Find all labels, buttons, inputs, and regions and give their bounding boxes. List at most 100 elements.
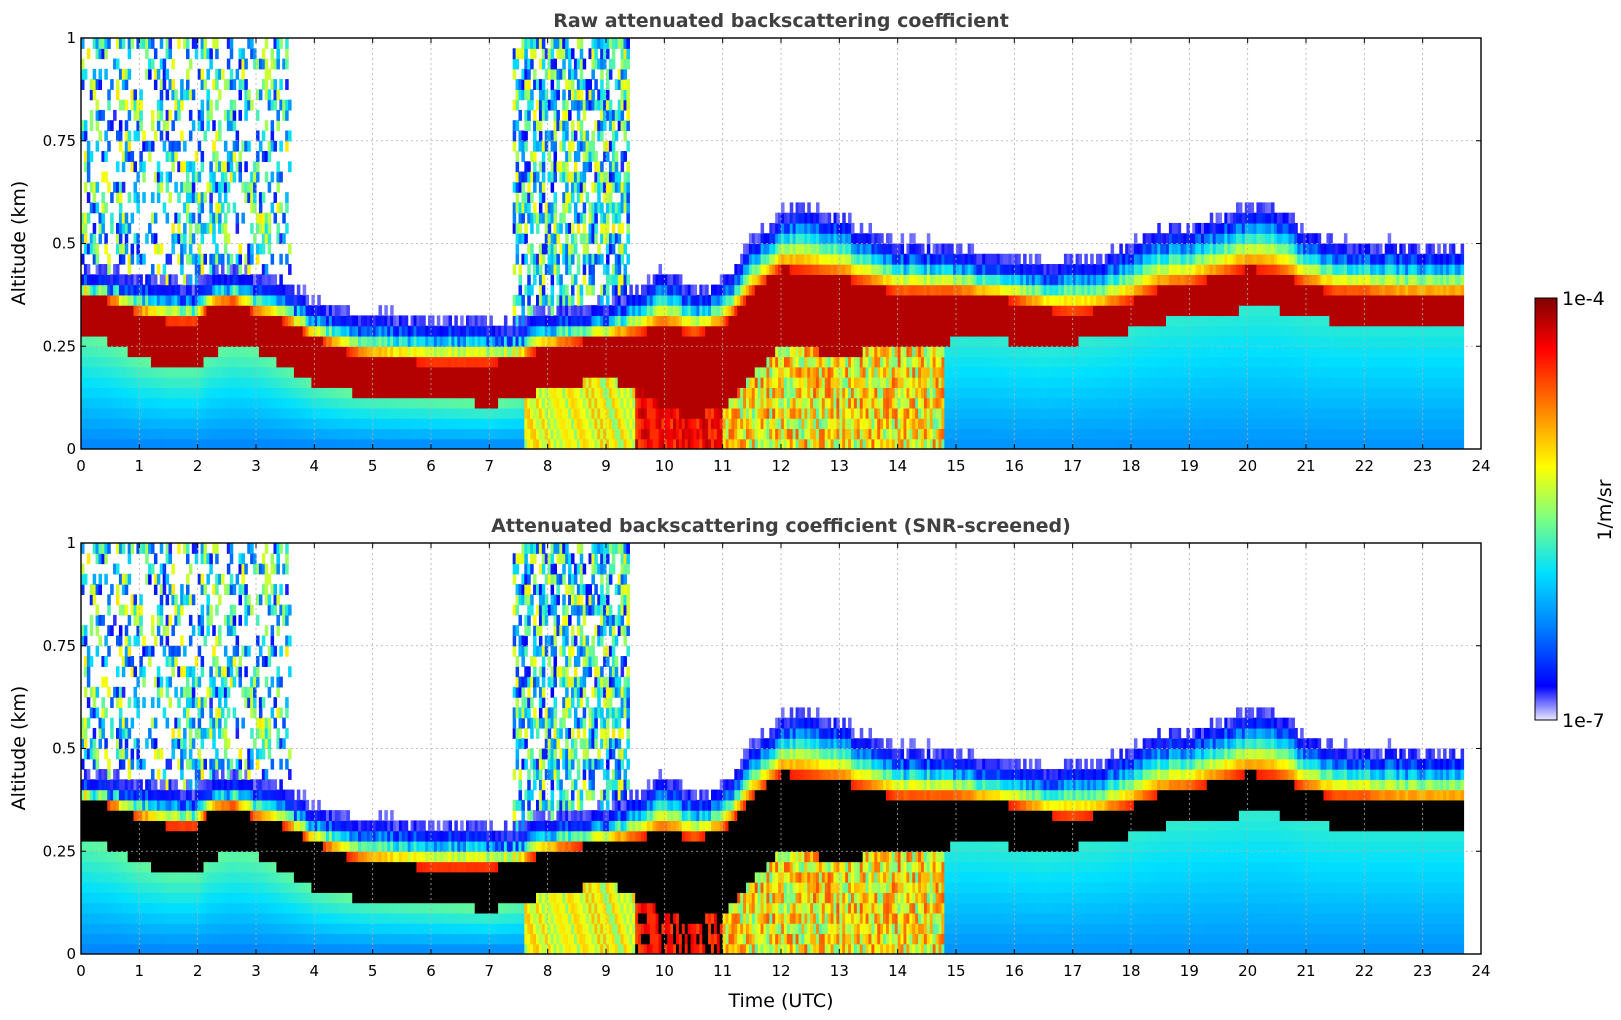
backscatter-cell — [740, 377, 744, 388]
backscatter-cell — [524, 222, 528, 234]
backscatter-cell — [180, 130, 184, 142]
backscatter-cell — [536, 264, 540, 275]
backscatter-cell — [486, 407, 490, 419]
backscatter-cell — [209, 377, 213, 388]
backscatter-cell — [264, 38, 269, 49]
backscatter-cell — [191, 315, 196, 327]
backscatter-cell — [658, 377, 663, 388]
backscatter-cell — [573, 161, 578, 173]
backscatter-cell — [369, 387, 374, 399]
backscatter-cell — [101, 366, 105, 378]
backscatter-cell — [629, 356, 633, 368]
backscatter-cell — [308, 325, 313, 337]
backscatter-cell — [571, 233, 575, 245]
backscatter-cell — [331, 366, 336, 378]
backscatter-cell — [188, 387, 193, 399]
backscatter-cell — [191, 171, 196, 183]
backscatter-cell — [116, 130, 120, 142]
backscatter-cell — [708, 325, 712, 337]
backscatter-cell — [614, 438, 619, 449]
backscatter-cell — [687, 315, 692, 327]
backscatter-cell — [133, 346, 138, 358]
backscatter-cell — [538, 325, 543, 337]
backscatter-cell — [582, 407, 587, 419]
backscatter-cell — [693, 335, 698, 347]
backscatter-cell — [256, 366, 260, 378]
backscatter-cell — [288, 366, 292, 378]
backscatter-cell — [323, 377, 327, 388]
backscatter-cell — [681, 397, 686, 409]
backscatter-cell — [661, 284, 665, 296]
backscatter-cell — [81, 397, 85, 409]
backscatter-cell — [296, 428, 301, 440]
backscatter-cell — [687, 428, 692, 440]
backscatter-cell — [468, 356, 473, 368]
backscatter-cell — [218, 274, 222, 286]
backscatter-cell — [191, 428, 196, 440]
backscatter-cell — [442, 377, 447, 388]
backscatter-cell — [603, 356, 607, 368]
backscatter-cell — [130, 212, 135, 224]
backscatter-cell — [401, 387, 406, 399]
backscatter-cell — [582, 387, 587, 399]
backscatter-cell — [748, 294, 753, 306]
backscatter-cell — [617, 120, 622, 132]
backscatter-cell — [538, 428, 543, 440]
backscatter-cell — [719, 387, 724, 399]
backscatter-cell — [86, 335, 91, 347]
backscatter-cell — [270, 418, 275, 430]
backscatter-cell — [641, 387, 645, 399]
backscatter-cell — [81, 274, 85, 286]
backscatter-cell — [124, 120, 129, 132]
backscatter-cell — [728, 438, 733, 449]
backscatter-cell — [118, 356, 123, 368]
backscatter-cell — [579, 438, 584, 449]
backscatter-cell — [151, 284, 155, 296]
backscatter-cell — [180, 346, 184, 358]
backscatter-cell — [425, 377, 429, 388]
backscatter-cell — [731, 325, 735, 337]
backscatter-cell — [81, 294, 85, 306]
backscatter-cell — [218, 68, 222, 80]
backscatter-cell — [168, 48, 173, 60]
backscatter-cell — [253, 407, 257, 419]
backscatter-cell — [667, 325, 671, 337]
backscatter-cell — [419, 397, 423, 409]
backscatter-cell — [617, 387, 622, 399]
backscatter-cell — [582, 171, 587, 183]
backscatter-cell — [86, 243, 91, 255]
backscatter-cell — [483, 377, 488, 388]
backscatter-cell — [331, 397, 336, 409]
backscatter-cell — [617, 222, 622, 234]
backscatter-cell — [215, 377, 219, 388]
backscatter-cell — [305, 305, 310, 317]
backscatter-cell — [664, 366, 668, 378]
backscatter-cell — [352, 356, 356, 368]
backscatter-cell — [95, 99, 100, 111]
backscatter-cell — [238, 428, 243, 440]
backscatter-cell — [156, 325, 161, 337]
backscatter-cell — [553, 120, 558, 132]
backscatter-cell — [442, 366, 447, 378]
backscatter-cell — [629, 387, 633, 399]
backscatter-cell — [556, 397, 560, 409]
backscatter-cell — [372, 346, 377, 358]
backscatter-cell — [124, 397, 129, 409]
backscatter-cell — [107, 99, 111, 111]
backscatter-cell — [317, 294, 321, 306]
backscatter-cell — [270, 48, 275, 60]
backscatter-cell — [740, 397, 744, 409]
backscatter-cell — [527, 325, 531, 337]
backscatter-cell — [317, 325, 321, 337]
backscatter-cell — [632, 418, 636, 430]
backscatter-cell — [107, 89, 111, 101]
backscatter-cell — [483, 428, 488, 440]
backscatter-cell — [451, 418, 455, 430]
backscatter-cell — [670, 387, 674, 399]
backscatter-cell — [133, 192, 138, 204]
backscatter-cell — [273, 38, 278, 49]
backscatter-cell — [121, 243, 126, 255]
backscatter-cell — [250, 407, 254, 419]
backscatter-cell — [209, 284, 213, 296]
backscatter-cell — [512, 99, 517, 111]
